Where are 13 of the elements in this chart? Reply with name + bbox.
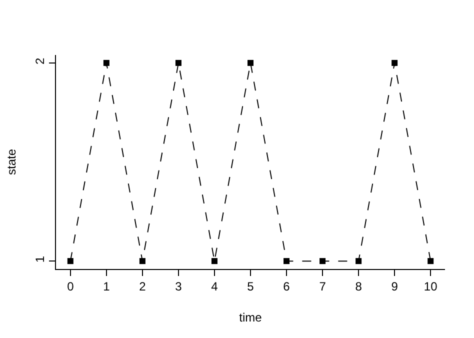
x-tick-label: 3	[175, 279, 182, 294]
x-tick-label: 10	[424, 279, 438, 294]
x-tick-label: 0	[67, 279, 74, 294]
x-axis-title: time	[239, 310, 262, 324]
x-tick-label: 9	[391, 279, 398, 294]
x-tick-label: 1	[103, 279, 110, 294]
x-tick-label: 8	[355, 279, 362, 294]
x-tick-label: 5	[247, 279, 254, 294]
y-axis-title: state	[4, 148, 18, 176]
x-tick-label: 7	[319, 279, 326, 294]
x-tick-label: 2	[139, 279, 146, 294]
x-tick-label: 4	[211, 279, 218, 294]
x-tick-label: 6	[283, 279, 290, 294]
